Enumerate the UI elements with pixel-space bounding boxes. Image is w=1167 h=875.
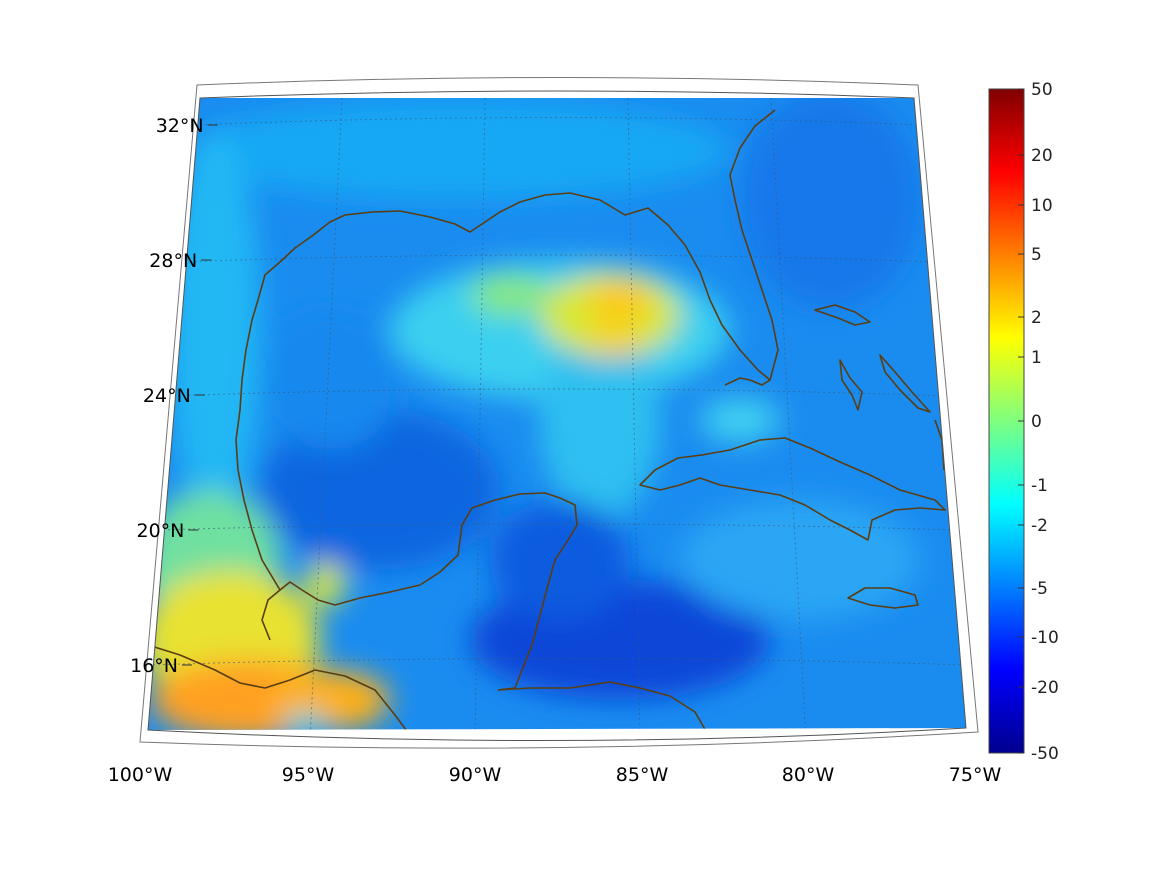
coast-bahamas-north (814, 304, 871, 326)
colorbar-label: -50 (1031, 744, 1059, 764)
colorbar-label: -5 (1031, 579, 1048, 599)
lat-label: 24°N (143, 385, 191, 407)
blob-west-light (170, 130, 260, 530)
colorbar-label: 50 (1031, 80, 1053, 100)
grid-lon-95 (309, 98, 343, 730)
grid-lat-16 (148, 658, 966, 666)
coastlines (148, 109, 946, 730)
coast-bahamas-andros (839, 359, 863, 411)
blob-central-orange-2 (587, 324, 643, 356)
grid-lat-24 (167, 388, 946, 397)
lat-label: 32°N (156, 115, 204, 137)
colorbar-label: 5 (1031, 245, 1042, 265)
lon-label: 100°W (108, 764, 173, 786)
map-frame-outer (139, 77, 979, 749)
blob-central-orange (588, 280, 652, 320)
grid-lon-85 (627, 98, 641, 730)
grid-lon-80 (770, 98, 807, 730)
blob-north-light (190, 100, 730, 200)
blob-gulf-west (260, 310, 400, 450)
coast-florida-east (729, 109, 779, 381)
blob-gulf-deep (260, 410, 500, 570)
coast-pacific-mexico (148, 644, 416, 730)
colorbar-label: -20 (1031, 678, 1059, 698)
lat-label: 16°N (130, 655, 178, 677)
blob-central-cyan-2 (540, 320, 660, 520)
coast-bahamas-east (879, 354, 931, 413)
blob-yucatan-basin (490, 500, 630, 620)
blob-caribbean-light (680, 500, 920, 620)
colorbar-label: 0 (1031, 412, 1042, 432)
coast-central-america (497, 681, 711, 730)
blob-isthmus-yellow (305, 563, 345, 607)
coast-gulf-main (261, 492, 578, 691)
colorbar-label: -10 (1031, 628, 1059, 648)
latitude-labels: 32°N 28°N 24°N 20°N 16°N (130, 115, 218, 677)
longitude-labels: 100°W 95°W 90°W 85°W 80°W 75°W (108, 764, 1002, 786)
lon-label: 85°W (616, 764, 669, 786)
blob-mid-green (470, 275, 550, 315)
blob-pacific-cyan (283, 712, 327, 730)
lon-label: 80°W (782, 764, 835, 786)
data-field (148, 98, 966, 730)
colorbar-label: 20 (1031, 146, 1053, 166)
colorbar-label: 2 (1031, 308, 1042, 328)
coast-cuba (639, 437, 946, 541)
lat-label: 20°N (137, 520, 185, 542)
blob-cuba-north-cyan (700, 398, 780, 442)
blob-atlantic (740, 98, 920, 310)
colorbar-label: 1 (1031, 348, 1042, 368)
coast-mexico-west (235, 192, 771, 591)
colorbar-label: 10 (1031, 196, 1053, 216)
colorbar-label: -2 (1031, 516, 1048, 536)
lon-label: 75°W (949, 764, 1002, 786)
lon-label: 95°W (282, 764, 335, 786)
lat-label: 28°N (149, 250, 197, 272)
graticule (148, 98, 966, 730)
grid-lon-90 (474, 98, 486, 730)
colorbar-label: -1 (1031, 476, 1048, 496)
field-blobs (148, 98, 920, 730)
map-frame (147, 90, 967, 742)
lon-label: 90°W (449, 764, 502, 786)
coast-jamaica (847, 587, 919, 609)
